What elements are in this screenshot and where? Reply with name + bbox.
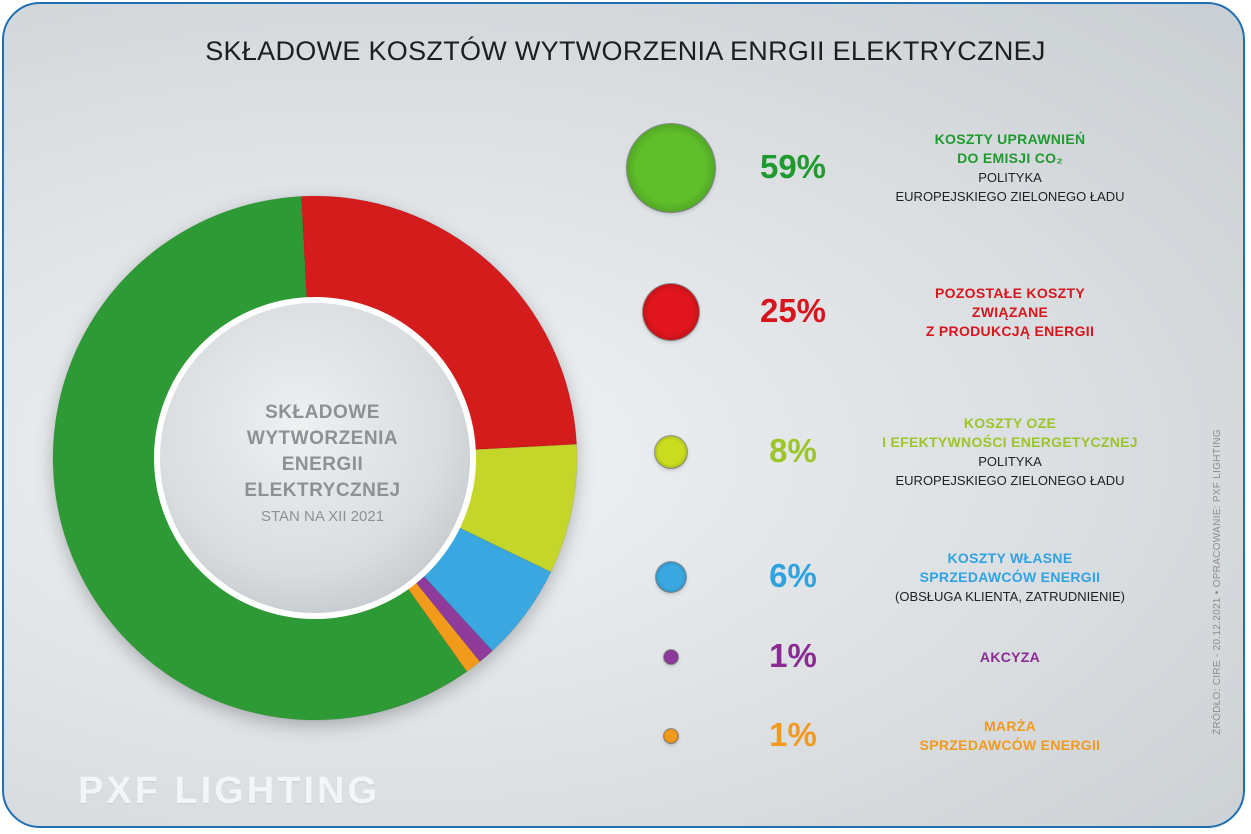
legend-label-main: KOSZTY OZE (963, 415, 1057, 431)
legend-label-main: MARŻA (983, 718, 1037, 734)
legend-label-sub: EUROPEJSKIEGO ZIELONEGO ŁADU (895, 189, 1125, 204)
legend-label-main: SPRZEDAWCÓW ENERGII (919, 737, 1101, 753)
center-title-line: ENERGII (281, 454, 364, 475)
legend-label-sub: EUROPEJSKIEGO ZIELONEGO ŁADU (895, 473, 1125, 488)
chart-title: SKŁADOWE KOSZTÓW WYTWORZENIA ENRGII ELEK… (205, 36, 1046, 66)
center-title: SKŁADOWE WYTWORZENIA ENERGII ELEKTRYCZNE… (200, 400, 445, 504)
legend-percent: 25% (759, 292, 827, 329)
legend-dot (627, 124, 715, 212)
legend-label-sub: POLITYKA (978, 170, 1042, 185)
legend-dot (664, 650, 678, 664)
legend-label: POZOSTAŁE KOSZTY ZWIĄZANE Z PRODUKCJĄ ENER… (850, 284, 1170, 341)
legend-label-main: POZOSTAŁE KOSZTY (935, 284, 1085, 301)
legend-label: KOSZTY OZE I EFEKTYWNOŚCI ENERGETYCZNEJ PO… (850, 414, 1170, 490)
legend-dot (655, 436, 687, 468)
legend-label: AKCYZA (850, 648, 1170, 667)
center-title-line: ELEKTRYCZNEJ (244, 480, 401, 501)
center-subtitle: STAN NA XII 2021 (260, 508, 385, 525)
legend-label-sub: POLITYKA (978, 454, 1042, 469)
legend-dot (656, 562, 686, 592)
legend-dot (643, 284, 699, 340)
donut-center-label: SKŁADOWE WYTWORZENIA ENERGII ELEKTRYCZNE… (200, 400, 445, 525)
legend-label-main: AKCYZA (979, 648, 1041, 665)
legend-percent: 59% (759, 148, 827, 185)
legend-label-main: KOSZTY WŁASNE (947, 549, 1073, 566)
donut-center (154, 297, 476, 619)
source-note: ŹRÓDŁO: CIRE - 20.12.2021 • OPRACOWANIE:… (1212, 429, 1223, 735)
legend-percent: 8% (769, 432, 817, 469)
legend-label-main: ZWIĄZANE (971, 303, 1049, 320)
center-title-line: WYTWORZENIA (246, 428, 399, 449)
legend-label-sub: (OBSŁUGA KLIENTA, ZATRUDNIENIE) (895, 588, 1125, 604)
legend-label: KOSZTY UPRAWNIEŃ DO EMISJI CO₂ POLITYKA EUR… (850, 130, 1170, 206)
legend-dot (664, 729, 678, 743)
legend-label-main: SPRZEDAWCÓW ENERGII (919, 568, 1101, 585)
legend-label: KOSZTY WŁASNE SPRZEDAWCÓW ENERGII (OBSŁUGA… (850, 549, 1170, 606)
legend-label-main: Z PRODUKCJĄ ENERGII (925, 322, 1095, 339)
legend-percent: 1% (769, 716, 817, 753)
legend-label: MARŻA SPRZEDAWCÓW ENERGII (850, 717, 1170, 755)
company-logo: PXF LIGHTING (78, 770, 380, 812)
center-title-line: SKŁADOWE (265, 402, 380, 423)
legend-label-main: DO EMISJI CO₂ (957, 150, 1063, 166)
legend-label-main: KOSZTY UPRAWNIEŃ (934, 131, 1086, 147)
legend-label-main: I EFEKTYWNOŚCI ENERGETYCZNEJ (882, 434, 1138, 450)
legend-percent: 6% (769, 557, 817, 594)
legend-percent: 1% (769, 637, 817, 674)
